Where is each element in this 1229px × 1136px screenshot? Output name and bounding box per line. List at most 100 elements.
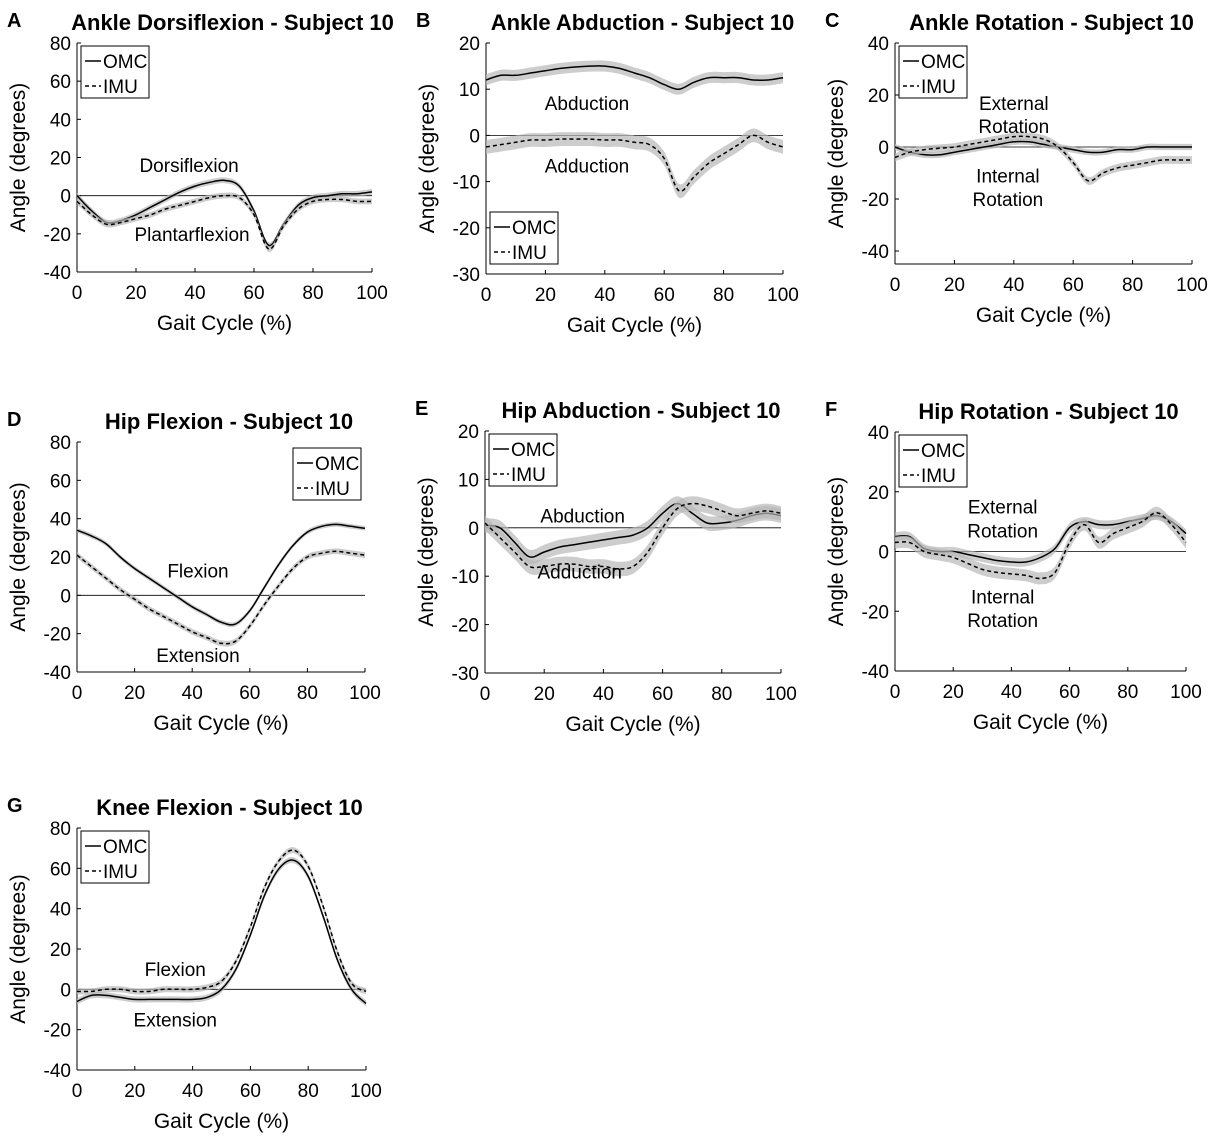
y-axis-label: Angle (degrees)	[415, 477, 438, 626]
panel-label: D	[7, 409, 21, 431]
x-axis-label: Gait Cycle (%)	[567, 314, 702, 337]
y-tick-label: -40	[862, 662, 889, 683]
series-imu-band	[895, 506, 1186, 585]
legend-label-omc: OMC	[511, 440, 555, 461]
y-tick-label: -20	[44, 1021, 71, 1042]
y-tick-label: 80	[50, 819, 71, 840]
panel-d: D Hip Flexion - Subject 10 -40 -20 0 20 40 60 80…	[7, 409, 381, 735]
legend: OMC IMU	[488, 433, 558, 487]
annotation: Adduction	[545, 156, 630, 177]
annotation: External	[968, 498, 1038, 519]
series-omc-line	[894, 140, 1192, 156]
x-axis-label: Gait Cycle (%)	[976, 304, 1111, 327]
annotation: Plantarflexion	[134, 225, 249, 246]
y-tick-label: -20	[862, 190, 889, 211]
y-axis-label: Angle (degrees)	[825, 477, 848, 626]
annotation: Extension	[156, 646, 239, 667]
series-imu-band	[485, 496, 781, 577]
legend-label-omc: OMC	[103, 837, 147, 858]
x-tick-label: 40	[1001, 682, 1022, 703]
y-tick-label: 20	[50, 548, 71, 569]
y-tick-label: 10	[459, 80, 480, 101]
legend-label-omc: OMC	[512, 218, 556, 239]
x-tick-label: 20	[534, 684, 555, 705]
y-tick-label: -30	[452, 664, 479, 685]
x-tick-label: 20	[535, 285, 556, 306]
y-tick-label: -20	[44, 225, 71, 246]
panel-g: G Knee Flexion - Subject 10 -40 -20 0 20 40 60 8…	[7, 795, 382, 1133]
y-tick-label: 0	[60, 187, 71, 208]
y-tick-label: 40	[50, 110, 71, 131]
y-tick-label: 40	[50, 900, 71, 921]
legend-box	[898, 45, 968, 99]
legend: OMC IMU	[898, 434, 968, 488]
x-tick-label: 0	[890, 275, 901, 296]
panel-f: F Hip Rotation - Subject 10 -40 -20 0 20 40 0 20…	[825, 399, 1202, 734]
y-tick-label: 0	[878, 543, 889, 564]
series-omc-line	[76, 523, 366, 626]
x-tick-label: 60	[654, 285, 675, 306]
chart-title: Ankle Abduction - Subject 10	[491, 10, 795, 35]
x-axis-label: Gait Cycle (%)	[154, 1110, 289, 1133]
y-tick-label: 10	[458, 470, 479, 491]
y-tick-label: 0	[60, 980, 71, 1001]
panel-label: G	[7, 795, 23, 817]
x-tick-label: 40	[593, 684, 614, 705]
panel-b: B Ankle Abduction - Subject 10 -30 -20 -10 0 1…	[416, 10, 799, 337]
y-axis-label: Angle (degrees)	[416, 84, 439, 233]
y-tick-label: -40	[44, 663, 71, 684]
y-tick-label: 40	[868, 423, 889, 444]
series-imu-line	[485, 134, 784, 193]
y-tick-label: 40	[868, 34, 889, 55]
annotation: Rotation	[967, 522, 1038, 543]
legend-label-imu: IMU	[103, 77, 138, 98]
y-tick-label: -30	[453, 265, 480, 286]
x-tick-label: 60	[243, 283, 264, 304]
series-omc-line	[485, 65, 784, 90]
x-tick-label: 40	[182, 1081, 203, 1102]
x-tick-label: 80	[298, 1081, 319, 1102]
x-tick-label: 100	[1176, 275, 1208, 296]
chart-title: Ankle Rotation - Subject 10	[909, 10, 1194, 35]
annotation: Dorsiflexion	[139, 156, 238, 177]
y-tick-label: 40	[50, 510, 71, 531]
x-tick-label: 80	[1117, 682, 1138, 703]
chart-title: Hip Flexion - Subject 10	[105, 409, 353, 434]
y-axis-label: Angle (degrees)	[7, 482, 30, 631]
x-tick-label: 20	[124, 1081, 145, 1102]
legend: OMC IMU	[489, 211, 559, 265]
annotation: Flexion	[145, 960, 206, 981]
panel-label: B	[416, 10, 430, 32]
legend-box	[80, 45, 150, 99]
y-axis-label: Angle (degrees)	[7, 83, 30, 232]
x-axis-label: Gait Cycle (%)	[565, 713, 700, 736]
y-tick-label: 20	[868, 483, 889, 504]
x-tick-label: 80	[1122, 275, 1143, 296]
y-tick-label: 0	[878, 138, 889, 159]
chart-title: Hip Abduction - Subject 10	[501, 398, 780, 423]
y-tick-label: -40	[44, 263, 71, 284]
x-tick-label: 20	[125, 283, 146, 304]
annotation: Internal	[971, 587, 1034, 608]
y-tick-label: -10	[452, 567, 479, 588]
panel-a: A Ankle Dorsiflexion - Subject 10 -40 -20 0 2…	[7, 10, 394, 335]
x-tick-label: 100	[1170, 682, 1202, 703]
x-tick-label: 60	[239, 683, 260, 704]
y-tick-label: 60	[50, 859, 71, 880]
y-tick-label: -40	[44, 1061, 71, 1082]
x-tick-label: 60	[1063, 275, 1084, 296]
legend-box	[489, 211, 559, 265]
legend-label-imu: IMU	[512, 243, 547, 264]
annotation: Flexion	[167, 561, 228, 582]
series-omc-line	[76, 859, 367, 1005]
annotation: External	[979, 94, 1049, 115]
y-tick-label: 0	[469, 126, 480, 147]
panel-e: E Hip Abduction - Subject 10 -30 -20 -10 0 10 2…	[415, 398, 797, 736]
legend-label-omc: OMC	[921, 441, 965, 462]
series-imu-line	[484, 502, 782, 570]
x-tick-label: 80	[297, 683, 318, 704]
annotation: Rotation	[978, 117, 1049, 138]
y-tick-label: 20	[50, 149, 71, 170]
x-tick-label: 80	[711, 684, 732, 705]
